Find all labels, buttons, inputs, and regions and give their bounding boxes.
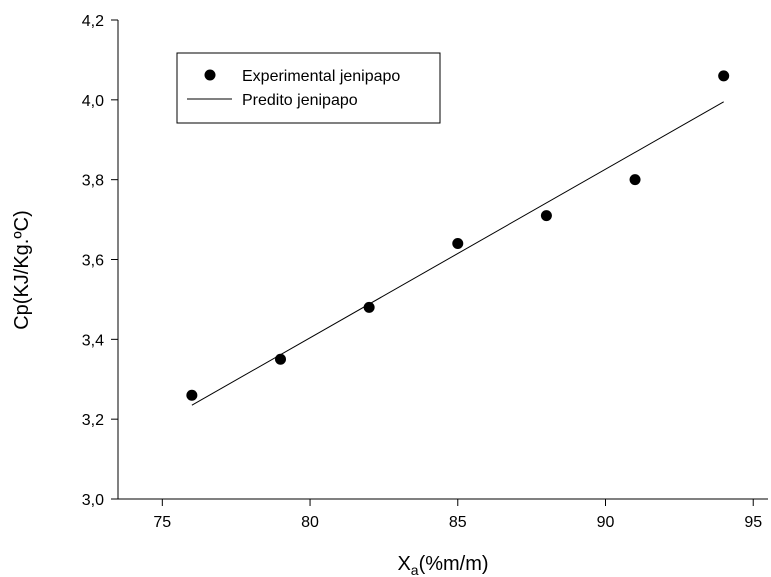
y-tick-label: 4,2: [82, 13, 104, 30]
x-axis-label-subscript: a: [411, 562, 419, 577]
data-point: [452, 238, 464, 250]
x-axis-label: Xa(%m/m): [397, 553, 488, 577]
data-point: [363, 301, 375, 313]
y-tick-label: 3,8: [82, 173, 104, 190]
x-tick-label: 80: [301, 514, 319, 531]
legend: Experimental jenipapo Predito jenipapo: [176, 52, 441, 124]
legend-marker-experimental: [204, 69, 216, 81]
legend-label-predito: Predito jenipapo: [242, 92, 358, 109]
legend-label-experimental: Experimental jenipapo: [242, 68, 400, 85]
data-point: [718, 70, 730, 82]
data-point: [540, 210, 552, 222]
y-tick-label: 3,4: [82, 332, 104, 349]
y-tick-label: 4,0: [82, 93, 104, 110]
y-tick-label: 3,6: [82, 253, 104, 270]
y-tick-label: 3,2: [82, 412, 104, 429]
x-tick-label: 75: [153, 514, 171, 531]
data-point: [275, 353, 286, 365]
legend-box: [176, 52, 441, 124]
x-tick-label: 85: [449, 514, 467, 531]
x-axis-label-main: X: [397, 553, 410, 575]
y-tick-label: 3,0: [82, 492, 104, 509]
x-axis-ticks: 75 80 85 90 95: [153, 499, 762, 531]
x-axis-label-suffix: (%m/m): [419, 553, 489, 575]
y-axis-label: Cp(KJ/Kg.ºC): [11, 210, 33, 330]
data-point: [186, 389, 198, 401]
predicted-line: [191, 101, 724, 406]
data-point: [629, 174, 641, 186]
x-tick-label: 90: [597, 514, 615, 531]
series-layer: [186, 70, 730, 406]
y-axis-ticks: 3,0 3,2 3,4 3,6 3,8 4,0 4,2: [82, 13, 118, 509]
x-tick-label: 95: [744, 514, 762, 531]
